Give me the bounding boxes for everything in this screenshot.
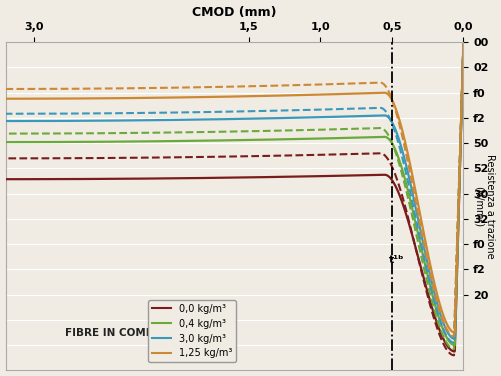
X-axis label: CMOD (mm): CMOD (mm) [192, 6, 277, 18]
Text: t¹ᵇ: t¹ᵇ [389, 255, 404, 265]
Legend: 0,0 kg/m³, 0,4 kg/m³, 3,0 kg/m³, 1,25 kg/m³: 0,0 kg/m³, 0,4 kg/m³, 3,0 kg/m³, 1,25 kg… [148, 300, 236, 362]
Y-axis label: Resistenza a trazione
(N/mm²): Resistenza a trazione (N/mm²) [474, 154, 495, 259]
Text: FIBRE IN COMPOSIZIONE: FIBRE IN COMPOSIZIONE [65, 327, 210, 338]
